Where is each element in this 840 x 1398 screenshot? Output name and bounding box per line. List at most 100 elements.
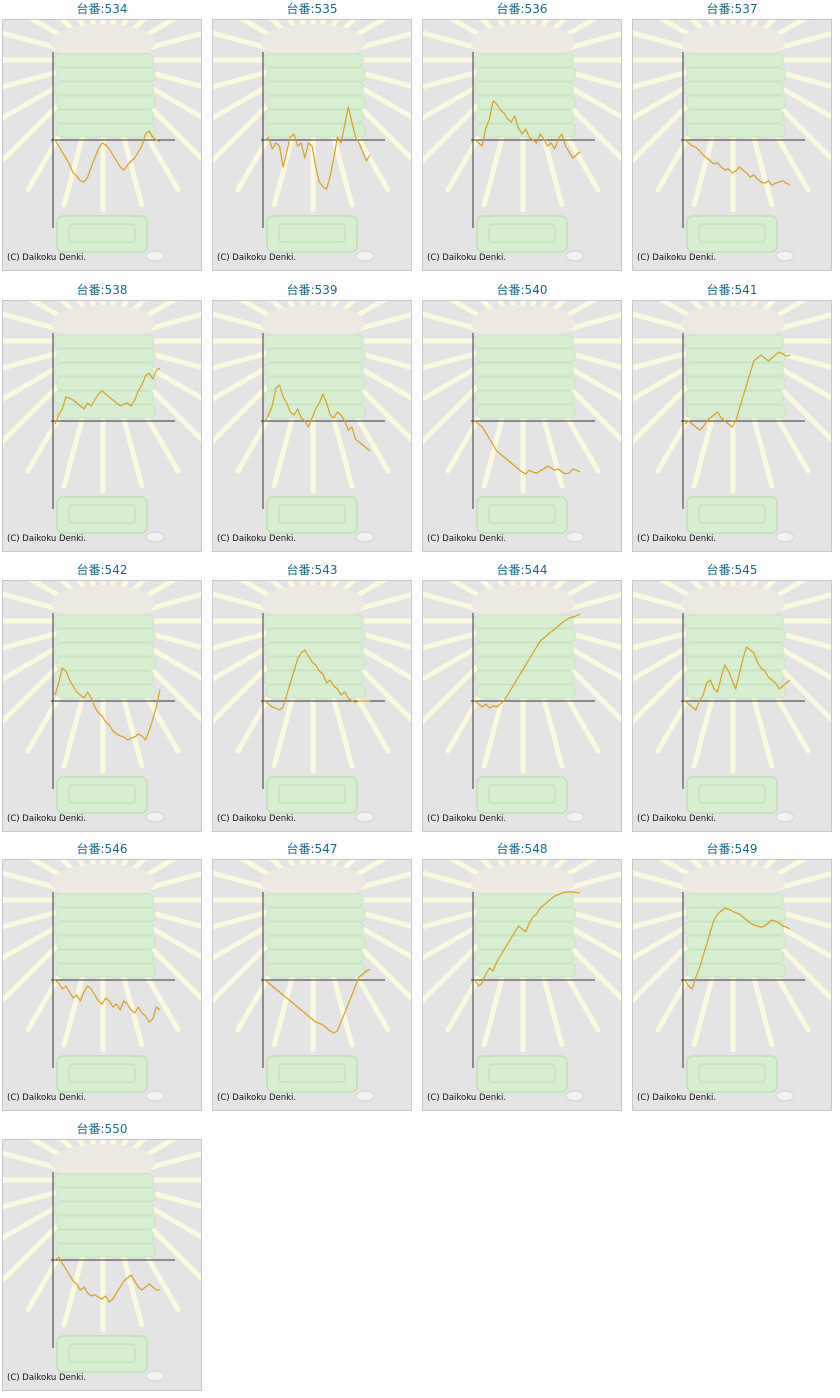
payout-series-line <box>264 968 371 1034</box>
stacked-tray <box>686 376 786 391</box>
machine-number-link[interactable]: 台番:549 <box>706 842 758 856</box>
burst-ray <box>335 301 357 319</box>
burst-ray <box>130 581 178 606</box>
burst-ray <box>633 627 702 651</box>
burst-ray <box>448 301 496 326</box>
bottom-tray-inner <box>698 784 766 804</box>
machine-number-link[interactable]: 台番:547 <box>286 842 338 856</box>
copyright-credit: (C) Daikoku Denki. <box>217 1093 297 1103</box>
bottom-tray <box>266 776 358 814</box>
bottom-tray-inner <box>68 223 136 243</box>
burst-ray <box>545 20 567 38</box>
slump-graph <box>423 301 621 543</box>
machine-number-link[interactable]: 台番:546 <box>76 842 128 856</box>
graph-panel: (C) Daikoku Denki. <box>632 580 832 832</box>
stacked-tray <box>54 362 154 377</box>
burst-ray <box>213 591 282 615</box>
machine-number-link[interactable]: 台番:544 <box>496 563 548 577</box>
slump-graph <box>213 20 411 262</box>
stacked-tray <box>56 404 156 419</box>
graph-panel: (C) Daikoku Denki. <box>422 859 622 1111</box>
bottom-tray <box>266 1055 358 1093</box>
machine-number-link[interactable]: 台番:536 <box>496 2 548 16</box>
burst-ray <box>213 906 282 930</box>
burst-ray <box>554 31 621 54</box>
stacked-tray <box>56 907 156 922</box>
machine-number-link[interactable]: 台番:543 <box>286 563 338 577</box>
stacked-tray <box>56 684 156 699</box>
burst-ray <box>633 347 702 371</box>
machine-number-link[interactable]: 台番:548 <box>496 842 548 856</box>
stacked-tray <box>56 1243 156 1258</box>
stacked-tray <box>266 656 366 671</box>
burst-ray <box>340 581 388 606</box>
cloud-shape <box>51 24 155 60</box>
machine-illustration <box>3 20 201 262</box>
coin-icon <box>775 531 795 543</box>
graph-cell: 台番:543 (C) Daikoku Denki. <box>210 561 414 834</box>
stacked-tray <box>54 1229 154 1244</box>
slump-graph <box>423 20 621 262</box>
burst-ray <box>423 347 492 371</box>
stacked-tray <box>684 390 784 405</box>
cloud-shape <box>51 1144 155 1180</box>
burst-ray <box>59 301 81 319</box>
slump-graph <box>3 301 201 543</box>
burst-ray <box>340 20 388 45</box>
payout-series-line <box>264 106 371 190</box>
stacked-tray <box>54 81 154 96</box>
burst-ray <box>125 860 147 878</box>
burst-ray <box>28 20 76 45</box>
cloud-shape <box>681 864 785 900</box>
stacked-tray <box>266 404 366 419</box>
bottom-tray-inner <box>278 784 346 804</box>
burst-ray <box>130 20 178 45</box>
stacked-tray <box>476 935 576 950</box>
stacked-tray <box>474 614 574 629</box>
graph-panel: (C) Daikoku Denki. <box>632 300 832 552</box>
stacked-tray <box>684 334 784 349</box>
stacked-tray <box>686 963 786 978</box>
burst-ray <box>340 301 388 326</box>
stacked-tray <box>474 921 574 936</box>
bottom-tray-inner <box>278 223 346 243</box>
coin-icon <box>355 250 375 262</box>
machine-number-link[interactable]: 台番:550 <box>76 1122 128 1136</box>
payout-series-line <box>684 351 791 431</box>
payout-series-line <box>684 139 791 186</box>
burst-ray <box>545 581 567 599</box>
copyright-credit: (C) Daikoku Denki. <box>217 534 297 544</box>
machine-number-link[interactable]: 台番:545 <box>706 563 758 577</box>
stacked-tray <box>264 334 364 349</box>
payout-series-line <box>474 891 581 987</box>
stacked-tray <box>54 1173 154 1188</box>
cloud-shape <box>471 305 575 341</box>
graph-cell: 台番:536 (C) Daikoku Denki. <box>420 0 624 273</box>
bottom-tray <box>686 1055 778 1093</box>
stacked-tray <box>264 109 364 124</box>
machine-number-link[interactable]: 台番:541 <box>706 283 758 297</box>
cloud-shape <box>261 864 365 900</box>
bottom-tray-inner <box>488 784 556 804</box>
machine-number-link[interactable]: 台番:535 <box>286 2 338 16</box>
graph-cell: 台番:534 (C) Daikoku Denki. <box>0 0 204 273</box>
burst-ray <box>344 592 411 615</box>
burst-ray <box>423 870 492 894</box>
stacked-tray <box>56 628 156 643</box>
machine-number-link[interactable]: 台番:534 <box>76 2 128 16</box>
stacked-tray <box>54 921 154 936</box>
machine-number-link[interactable]: 台番:540 <box>496 283 548 297</box>
machine-number-link[interactable]: 台番:538 <box>76 283 128 297</box>
burst-ray <box>213 347 282 371</box>
machine-illustration <box>423 301 621 543</box>
machine-number-link[interactable]: 台番:539 <box>286 283 338 297</box>
burst-ray <box>340 860 388 885</box>
payout-series-line <box>684 907 791 990</box>
machine-number-link[interactable]: 台番:542 <box>76 563 128 577</box>
burst-ray <box>448 20 496 45</box>
graph-cell: 台番:549 (C) Daikoku Denki. <box>630 840 834 1113</box>
machine-number-link[interactable]: 台番:537 <box>706 2 758 16</box>
stacked-tray <box>264 670 364 685</box>
coin-icon <box>145 531 165 543</box>
stacked-tray <box>686 935 786 950</box>
